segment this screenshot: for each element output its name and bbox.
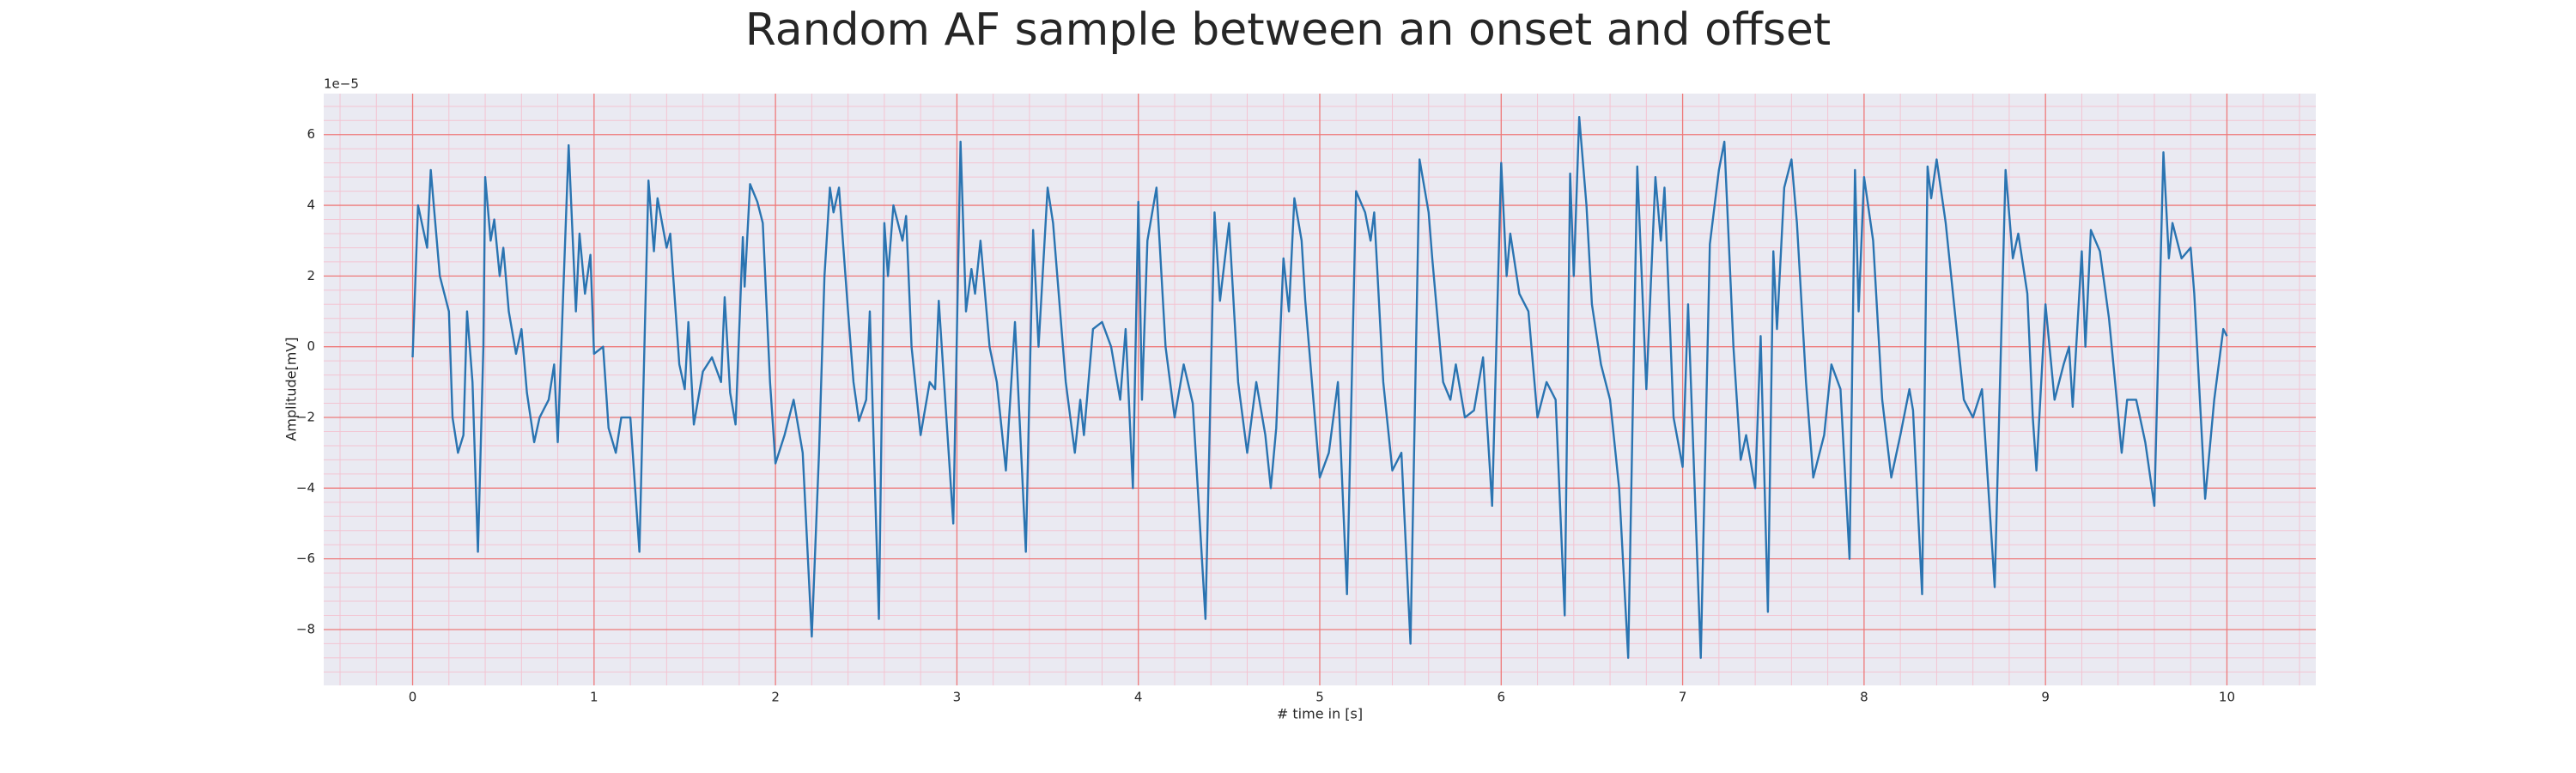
y-tick-label: 4: [307, 198, 315, 213]
y-tick-label: −8: [296, 621, 315, 636]
x-tick-label: 3: [953, 690, 962, 705]
x-tick-label: 8: [1860, 690, 1868, 705]
x-tick-label: 7: [1679, 690, 1687, 705]
y-tick-label: −4: [296, 480, 315, 496]
y-tick-label: −2: [296, 410, 315, 425]
x-tick-label: 9: [2041, 690, 2050, 705]
y-tick-label: 2: [307, 268, 315, 283]
x-tick-label: 4: [1134, 690, 1143, 705]
x-tick-label: 10: [2219, 690, 2235, 705]
y-axis-label: Amplitude[mV]: [283, 337, 300, 441]
y-tick-label: −6: [296, 551, 315, 566]
x-tick-label: 5: [1315, 690, 1324, 705]
y-tick-label: 6: [307, 126, 315, 142]
chart-title: Random AF sample between an onset and of…: [745, 4, 1831, 56]
y-tick-label: 0: [307, 338, 315, 354]
x-tick-label: 2: [771, 690, 780, 705]
y-offset-text: 1e−5: [324, 76, 359, 92]
signal-line: [411, 115, 2228, 660]
plot-area: [324, 94, 2316, 685]
x-tick-label: 6: [1498, 690, 1506, 705]
x-axis-label: # time in [s]: [1277, 706, 1363, 722]
x-tick-label: 1: [590, 690, 598, 705]
x-tick-label: 0: [409, 690, 417, 705]
